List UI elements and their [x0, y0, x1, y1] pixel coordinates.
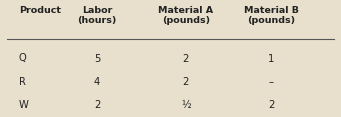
Text: W: W [19, 100, 29, 110]
Text: 2: 2 [183, 53, 189, 64]
Text: 5: 5 [94, 53, 100, 64]
Text: Material B
(pounds): Material B (pounds) [244, 6, 298, 25]
Text: Product: Product [19, 6, 61, 15]
Text: 4: 4 [94, 77, 100, 87]
Text: 2: 2 [268, 100, 274, 110]
Text: Q: Q [19, 53, 27, 64]
Text: 1: 1 [268, 53, 274, 64]
Text: –: – [269, 77, 273, 87]
Text: R: R [19, 77, 26, 87]
Text: 2: 2 [183, 77, 189, 87]
Text: 2: 2 [94, 100, 100, 110]
Text: Labor
(hours): Labor (hours) [77, 6, 117, 25]
Text: ½: ½ [181, 100, 191, 110]
Text: Material A
(pounds): Material A (pounds) [158, 6, 213, 25]
